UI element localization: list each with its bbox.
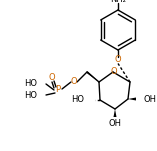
- Text: HO: HO: [71, 95, 84, 104]
- Text: P: P: [55, 85, 61, 95]
- Text: O: O: [115, 56, 121, 64]
- Polygon shape: [128, 98, 136, 101]
- Polygon shape: [114, 109, 116, 117]
- Text: HO: HO: [24, 92, 37, 101]
- Text: OH: OH: [108, 119, 122, 127]
- Text: NH₂: NH₂: [110, 0, 126, 3]
- Polygon shape: [86, 71, 99, 82]
- Text: O: O: [71, 77, 77, 87]
- Text: OH: OH: [144, 95, 157, 103]
- Text: O: O: [49, 74, 55, 82]
- Text: HO: HO: [24, 79, 37, 88]
- Text: O: O: [111, 66, 117, 76]
